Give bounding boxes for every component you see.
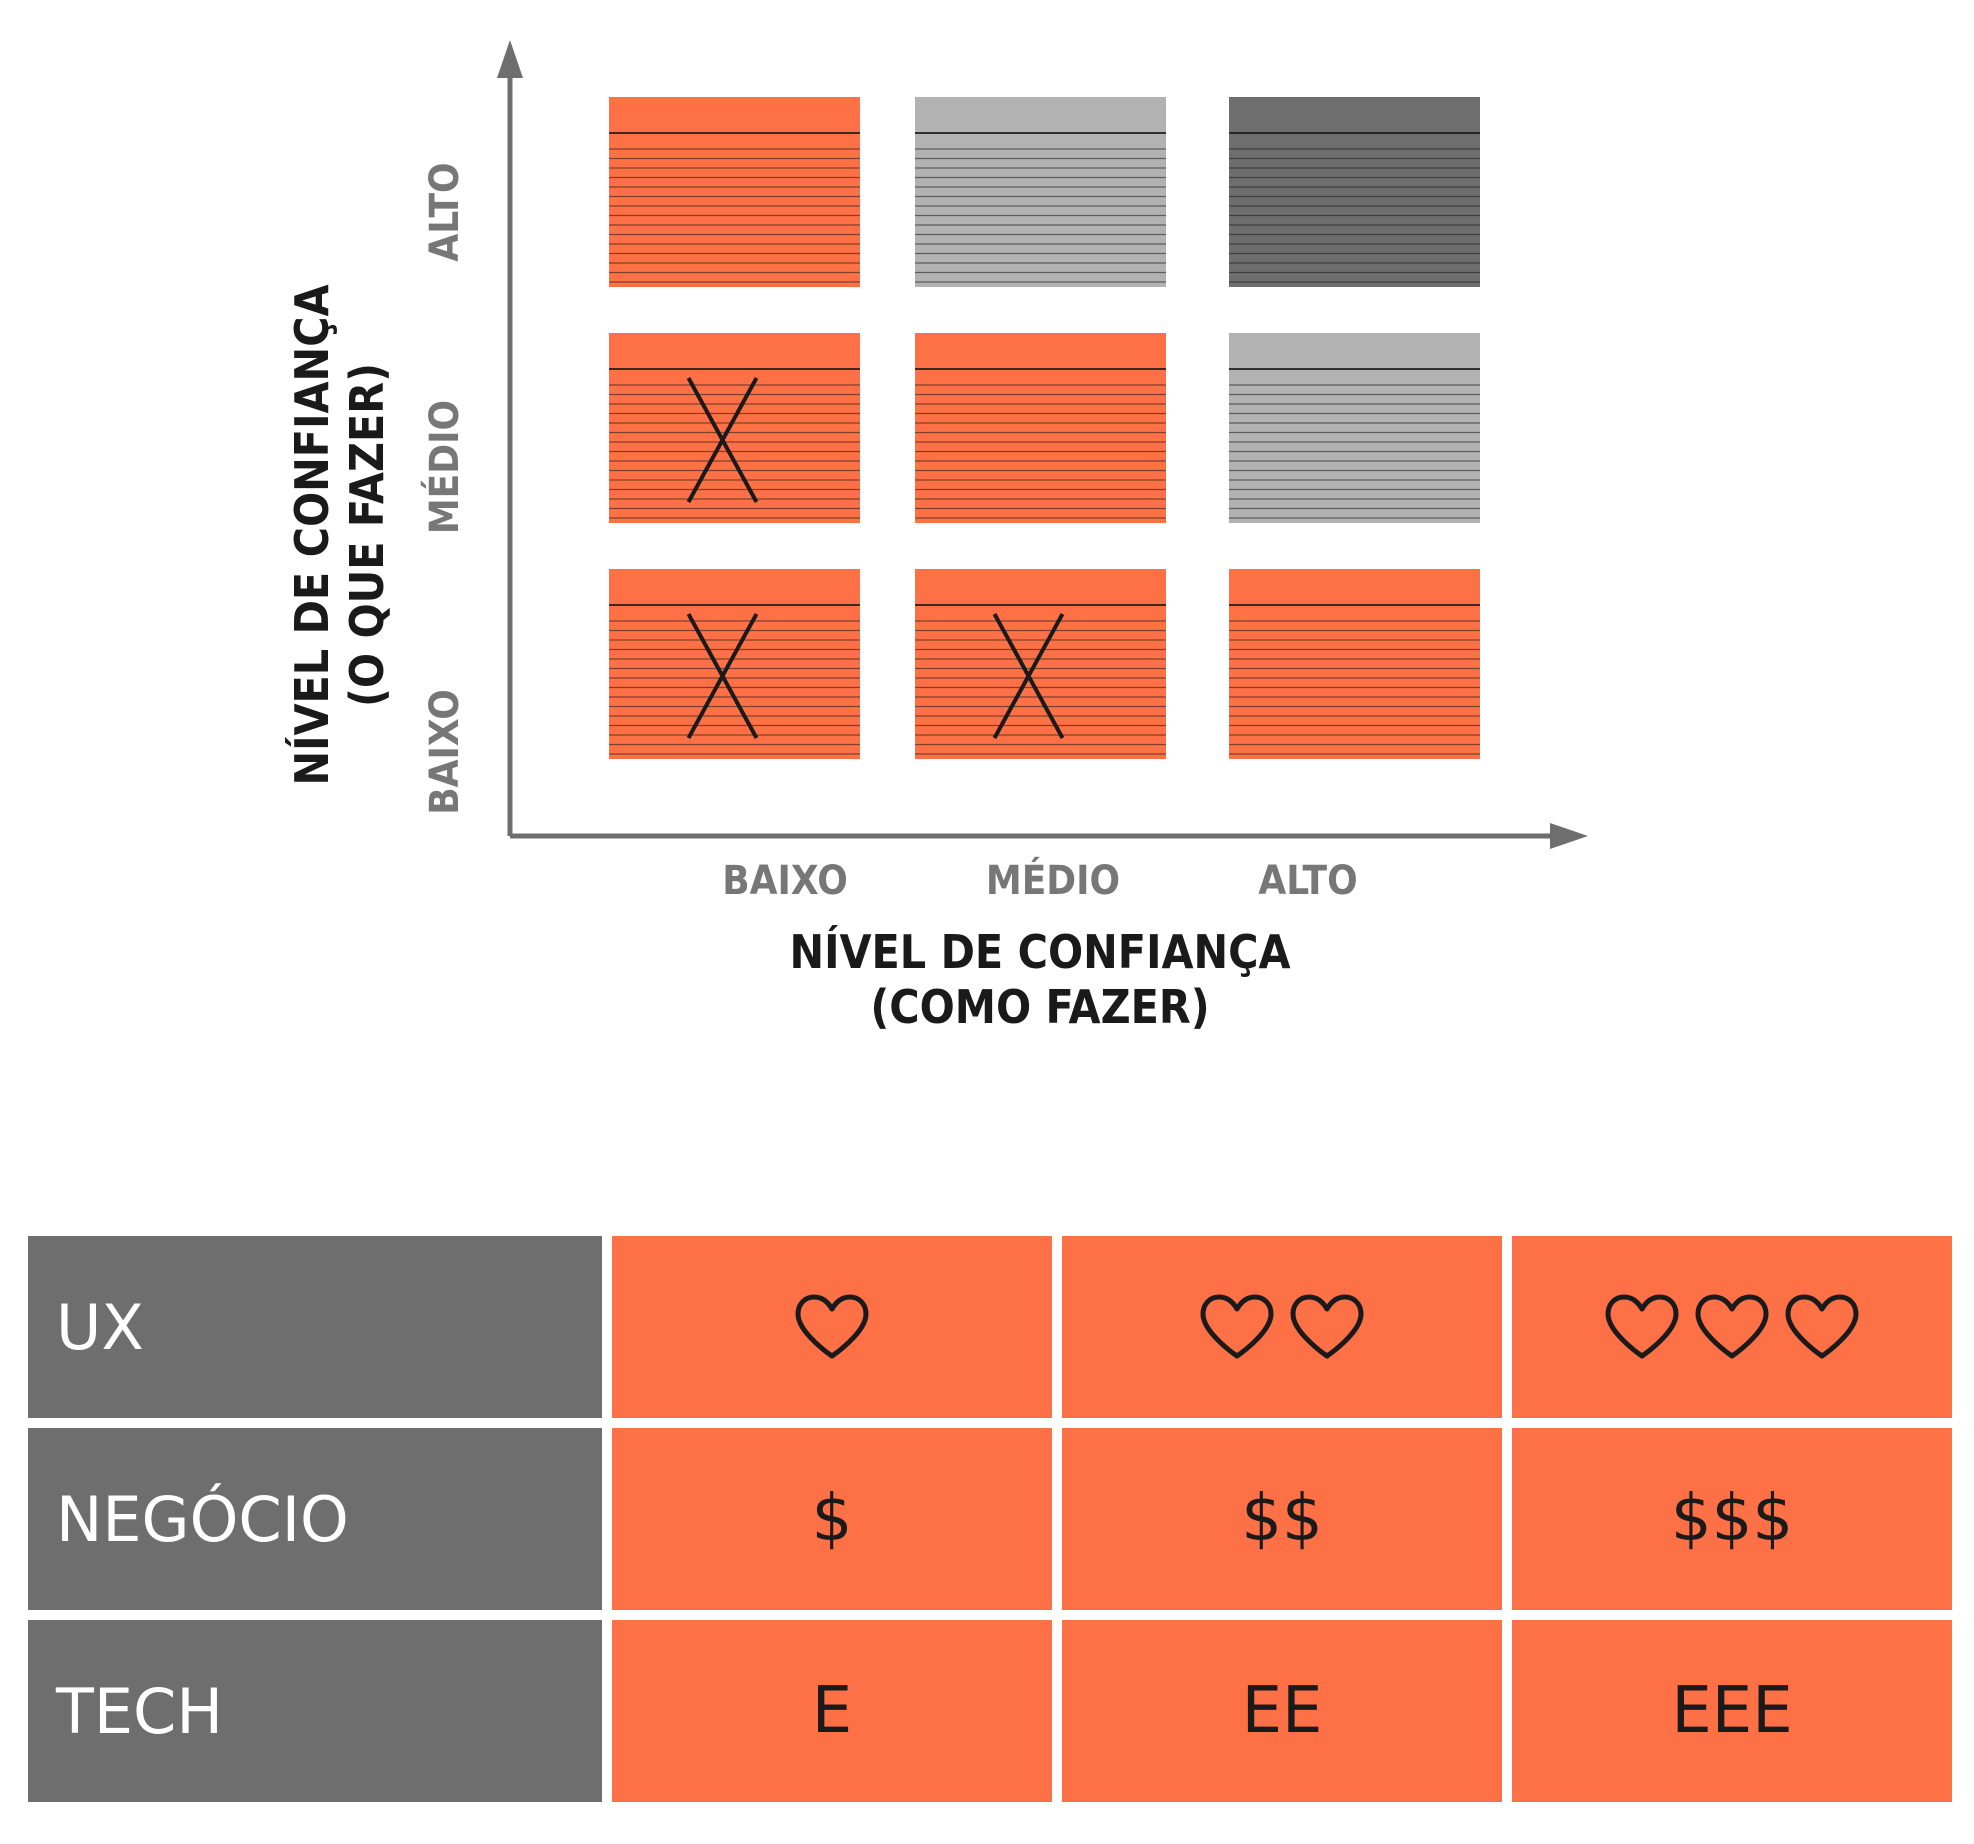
y-tick-label-medio: MÉDIO (422, 399, 468, 535)
matrix-cell-5 (1229, 333, 1480, 523)
y-axis-title-line2: (O QUE FAZER) (340, 362, 394, 708)
x-axis-arrow-icon (1550, 823, 1588, 849)
row-label-tech: TECH (28, 1620, 602, 1802)
x-tick-label-medio: MÉDIO (985, 858, 1121, 904)
tech-cell-2: EE (1062, 1620, 1502, 1802)
row-label-negocio: NEGÓCIO (28, 1428, 602, 1610)
x-tick-label-baixo: BAIXO (722, 858, 848, 904)
heart-icon (1605, 1294, 1679, 1359)
matrix-cell-7 (915, 569, 1166, 759)
heart-icon (1785, 1294, 1859, 1359)
negocio-cell-3: $$$ (1512, 1428, 1952, 1610)
y-axis-arrow-icon (497, 40, 523, 78)
y-tick-label-alto: ALTO (422, 162, 468, 262)
row-label-ux: UX (28, 1236, 602, 1418)
cross-mark-icon (686, 377, 759, 503)
matrix-cell-6 (609, 569, 860, 759)
matrix-cell-2 (1229, 97, 1480, 287)
negocio-cell-1: $ (612, 1428, 1052, 1610)
x-tick-label-alto: ALTO (1258, 858, 1358, 904)
heart-icon (1695, 1294, 1769, 1359)
tech-cell-1: E (612, 1620, 1052, 1802)
matrix-cell-8 (1229, 569, 1480, 759)
matrix-cell-1 (915, 97, 1166, 287)
heart-icon (1290, 1294, 1364, 1359)
matrix-cell-0 (609, 97, 860, 287)
x-axis-title-line1: NÍVEL DE CONFIANÇA (789, 925, 1291, 979)
y-tick-label-baixo: BAIXO (422, 689, 468, 815)
heart-icon (795, 1294, 869, 1359)
y-axis-title-line1: NÍVEL DE CONFIANÇA (284, 284, 339, 786)
confidence-matrix (497, 40, 1588, 849)
y-axis-title: NÍVEL DE CONFIANÇA (O QUE FAZER) (285, 284, 395, 785)
ux-cell-2 (1062, 1236, 1502, 1418)
cross-mark-icon (686, 613, 759, 739)
cross-mark-icon (992, 613, 1065, 739)
x-axis-title: NÍVEL DE CONFIANÇA (COMO FAZER) (789, 925, 1290, 1035)
ux-cell-3 (1512, 1236, 1952, 1418)
legend-table: UX NEGÓCIO $ $$ $$$ TECH E EE EEE (28, 1236, 1952, 1802)
ux-cell-1 (612, 1236, 1052, 1418)
tech-cell-3: EEE (1512, 1620, 1952, 1802)
matrix-cell-4 (915, 333, 1166, 523)
matrix-cell-3 (609, 333, 860, 523)
negocio-cell-2: $$ (1062, 1428, 1502, 1610)
x-axis-title-line2: (COMO FAZER) (870, 980, 1210, 1035)
heart-icon (1200, 1294, 1274, 1359)
